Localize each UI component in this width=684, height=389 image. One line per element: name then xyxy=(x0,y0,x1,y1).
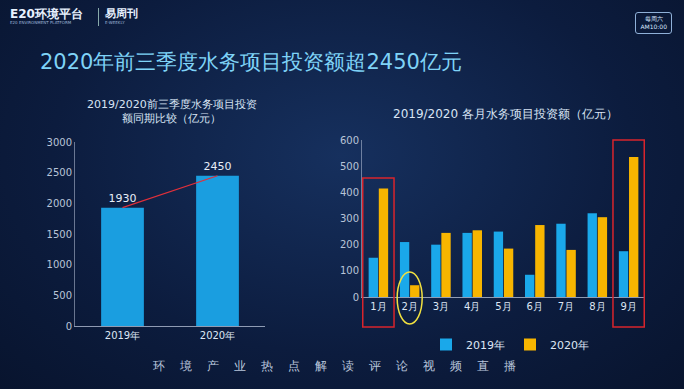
html-text:E20环境平台: E20环境平台 xyxy=(10,7,83,21)
svg-text:200: 200 xyxy=(340,239,359,250)
svg-text:1000: 1000 xyxy=(47,259,72,270)
svg-text:2019/2020前三季度水务项目投资额同期比较（亿元）: 2019/2020前三季度水务项目投资额同期比较（亿元） xyxy=(87,98,257,125)
html-text:2020年前三季度水务项目投资额超2450亿元: 2020年前三季度水务项目投资额超2450亿元 xyxy=(40,50,462,74)
svg-text:500: 500 xyxy=(53,290,72,301)
html-text:易周刊: 易周刊 xyxy=(105,7,138,20)
svg-text:2450: 2450 xyxy=(204,160,232,173)
svg-text:600: 600 xyxy=(340,135,359,146)
svg-text:5月: 5月 xyxy=(495,301,511,312)
svg-text:0: 0 xyxy=(66,321,72,332)
svg-text:9月: 9月 xyxy=(620,301,636,312)
svg-text:2020年: 2020年 xyxy=(200,330,235,341)
svg-text:3月: 3月 xyxy=(433,301,449,312)
svg-text:400: 400 xyxy=(340,187,359,198)
svg-text:8月: 8月 xyxy=(589,301,605,312)
svg-text:2500: 2500 xyxy=(47,167,72,178)
svg-text:500: 500 xyxy=(340,161,359,172)
html-text:E20 ENVIRONMENT PLATFORM: E20 ENVIRONMENT PLATFORM xyxy=(10,20,72,25)
svg-text:2020年: 2020年 xyxy=(550,339,589,352)
svg-text:7月: 7月 xyxy=(558,301,574,312)
html-text:每周六: 每周六 xyxy=(644,15,663,22)
svg-text:0: 0 xyxy=(353,292,359,303)
svg-text:1500: 1500 xyxy=(47,229,72,240)
svg-text:300: 300 xyxy=(340,213,359,224)
svg-text:2019/2020 各月水务项目投资额（亿元）: 2019/2020 各月水务项目投资额（亿元） xyxy=(393,107,618,121)
html-text:E-WEEKLY: E-WEEKLY xyxy=(105,20,125,25)
html-text:环境产业热点解读评论视频直播: 环境产业热点解读评论视频直播 xyxy=(153,359,531,373)
svg-text:6月: 6月 xyxy=(527,301,543,312)
html-text:AM10:00: AM10:00 xyxy=(640,23,667,30)
svg-text:4月: 4月 xyxy=(464,301,480,312)
svg-text:2月: 2月 xyxy=(401,301,417,312)
svg-text:2000: 2000 xyxy=(47,198,72,209)
svg-text:100: 100 xyxy=(340,265,359,276)
svg-text:1月: 1月 xyxy=(370,301,386,312)
svg-text:2019年: 2019年 xyxy=(466,339,505,352)
svg-text:2019年: 2019年 xyxy=(105,330,140,341)
svg-text:3000: 3000 xyxy=(47,137,72,148)
svg-text:1930: 1930 xyxy=(109,192,137,205)
